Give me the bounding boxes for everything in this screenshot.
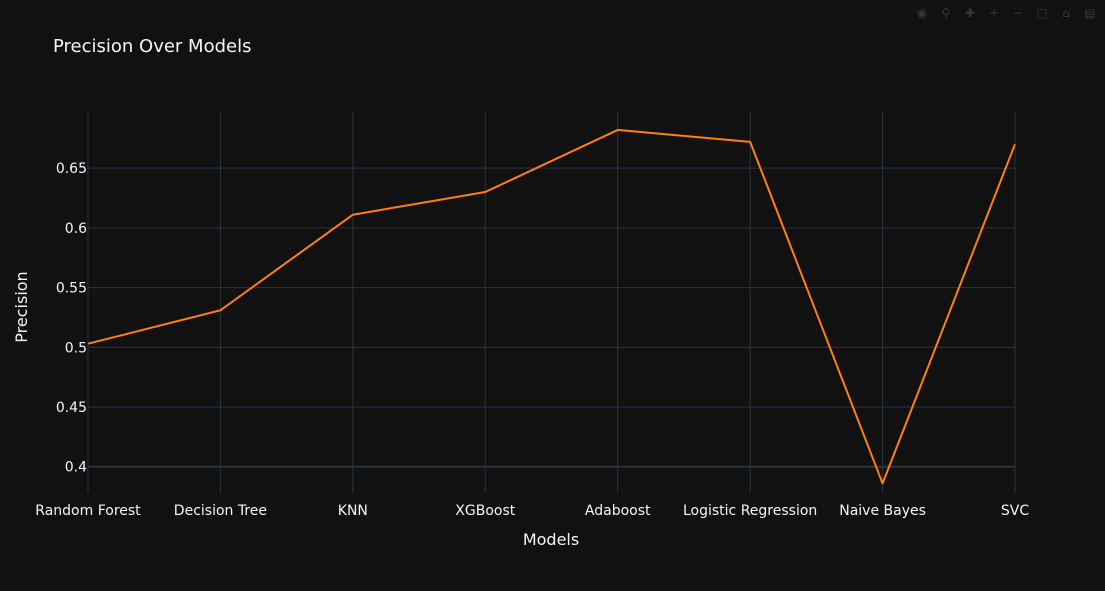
modebar: ◉ ⚲ ✚ + − □ ⌂ ▤ bbox=[915, 6, 1097, 20]
zoom-out-icon[interactable]: − bbox=[1012, 6, 1024, 20]
y-axis-label: Precision bbox=[12, 271, 31, 342]
tick-layer: 0.4 0.45 0.5 0.55 0.6 0.65 Random Forest Decisi… bbox=[35, 161, 1029, 519]
data-point[interactable] bbox=[746, 138, 754, 146]
data-point[interactable] bbox=[349, 211, 357, 219]
data-point[interactable] bbox=[879, 479, 887, 487]
autoscale-icon[interactable]: □ bbox=[1036, 6, 1048, 20]
plotly-logo-icon[interactable]: ▤ bbox=[1084, 6, 1096, 20]
chart-title: Precision Over Models bbox=[53, 36, 252, 57]
zoom-icon[interactable]: ⚲ bbox=[941, 6, 951, 20]
x-tick-label: SVC bbox=[1001, 503, 1029, 519]
x-tick-label: Naive Bayes bbox=[839, 503, 926, 519]
grid-layer bbox=[87, 112, 1016, 493]
x-tick-label: Random Forest bbox=[35, 503, 141, 519]
x-tick-label: Logistic Regression bbox=[683, 503, 817, 519]
x-tick-label: KNN bbox=[338, 503, 368, 519]
reset-icon[interactable]: ⌂ bbox=[1062, 6, 1070, 20]
data-point[interactable] bbox=[1011, 140, 1019, 148]
series-layer bbox=[87, 126, 1019, 487]
data-point[interactable] bbox=[216, 306, 224, 314]
x-tick-label: Adaboost bbox=[585, 503, 651, 519]
y-tick-label: 0.4 bbox=[65, 460, 87, 476]
data-point[interactable] bbox=[481, 188, 489, 196]
camera-icon[interactable]: ◉ bbox=[916, 6, 928, 20]
y-tick-label: 0.5 bbox=[65, 340, 87, 356]
pan-icon[interactable]: ✚ bbox=[964, 6, 976, 20]
x-tick-label: XGBoost bbox=[455, 503, 515, 519]
x-axis-label: Models bbox=[523, 530, 579, 549]
data-point[interactable] bbox=[614, 126, 622, 134]
y-tick-label: 0.65 bbox=[56, 161, 87, 177]
y-tick-label: 0.6 bbox=[65, 221, 87, 237]
y-tick-label: 0.45 bbox=[56, 400, 87, 416]
y-tick-label: 0.55 bbox=[56, 281, 87, 297]
precision-series-line[interactable] bbox=[87, 128, 1016, 485]
x-tick-label: Decision Tree bbox=[174, 503, 267, 519]
zoom-in-icon[interactable]: + bbox=[988, 6, 1000, 20]
